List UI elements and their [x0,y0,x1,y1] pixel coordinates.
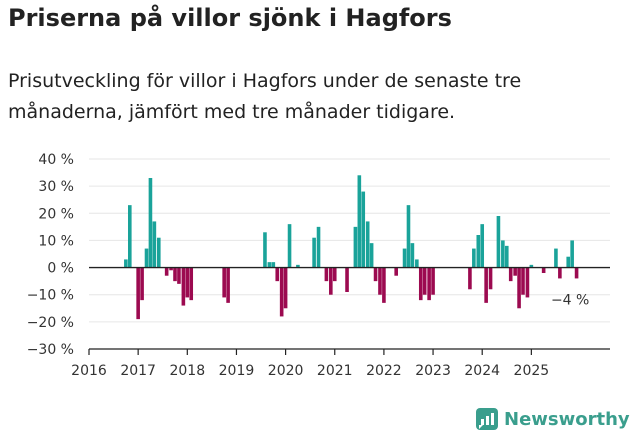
chart-title: Priserna på villor sjönk i Hagfors [8,4,452,32]
bar [504,245,509,268]
bar [275,267,280,282]
bar [554,248,558,268]
y-tick-label: 40 % [38,152,74,168]
x-tick-label: 2016 [71,363,107,379]
x-tick-label: 2020 [268,363,304,379]
bar [418,267,423,301]
bar [353,226,358,268]
bar [394,267,398,276]
bar [287,224,292,268]
x-axis: 2016 2017 2018 2019 2020 2021 2022 2023 2024 2025 [71,266,610,379]
bar [484,267,488,303]
bar [541,267,546,273]
x-tick-label: 2025 [514,363,550,379]
bar [226,267,230,303]
bar [574,267,579,279]
bar [144,248,149,268]
bar [369,243,374,268]
bar [345,267,349,292]
x-tick-label: 2021 [317,363,353,379]
bar [279,267,284,317]
bar [415,259,419,268]
x-tick-label: 2018 [169,363,205,379]
bar [476,235,481,268]
newsworthy-logo: Newsworthy [476,408,630,430]
gridlines [89,158,610,350]
bar [296,264,300,268]
bar [156,237,161,268]
bar [529,264,534,268]
y-tick-label: −30 % [27,342,74,358]
bar [128,205,132,268]
bar [283,267,288,309]
bar [177,267,181,284]
bar [164,267,169,276]
bar [513,267,517,276]
x-tick-label: 2022 [366,363,402,379]
chart-subtitle: Prisutveckling för villor i Hagfors unde… [8,70,522,123]
bar [521,267,525,295]
bars [124,175,579,320]
bar [324,267,329,282]
bar [329,267,333,295]
bar [263,232,267,268]
bar [152,221,157,268]
bar [406,205,411,268]
annotation-label: −4 % [551,292,589,308]
y-tick-label: −20 % [27,315,74,331]
bar [271,262,276,268]
annotation: −4 % [551,292,589,308]
bar [140,267,144,301]
bar [361,191,366,268]
bar [517,267,521,309]
y-tick-label: 30 % [38,179,74,195]
bar [312,237,316,268]
bar [508,267,513,282]
bar [570,240,574,268]
bar [566,256,571,268]
bar [136,267,140,320]
brand-name: Newsworthy [504,408,630,430]
x-tick-label: 2023 [415,363,451,379]
bar [422,267,427,295]
bar [173,267,177,282]
bar [185,267,190,298]
y-tick-label: 20 % [38,206,74,222]
bar [501,240,505,268]
y-tick-label: 10 % [38,233,74,249]
bar [357,175,362,268]
bar [124,259,128,268]
bar [427,267,431,301]
bar [169,267,173,271]
bar [316,226,321,268]
bar [222,267,226,298]
bar [365,221,370,268]
bar [410,243,415,268]
bar [181,267,186,306]
y-tick-label: 0 % [47,261,74,277]
bar [148,178,153,268]
bar [525,267,530,298]
bar [189,267,194,301]
bar [480,224,485,268]
bar [558,267,562,279]
bar [472,248,476,268]
bar [431,267,435,295]
bar [488,267,493,290]
bar [267,262,272,268]
bar [468,267,472,290]
bar [402,248,407,268]
bar [332,267,337,282]
y-axis-ticks: 40 % 30 % 20 % 10 % 0 % −10 % −20 % −30 % [27,152,74,358]
bar [373,267,378,282]
bar [378,267,382,295]
x-tick-label: 2019 [219,363,255,379]
x-tick-label: 2024 [464,363,500,379]
x-tick-label: 2017 [120,363,156,379]
bar [496,216,501,268]
y-tick-label: −10 % [27,288,74,304]
bar [382,267,386,303]
newsworthy-logo-icon [476,408,498,430]
